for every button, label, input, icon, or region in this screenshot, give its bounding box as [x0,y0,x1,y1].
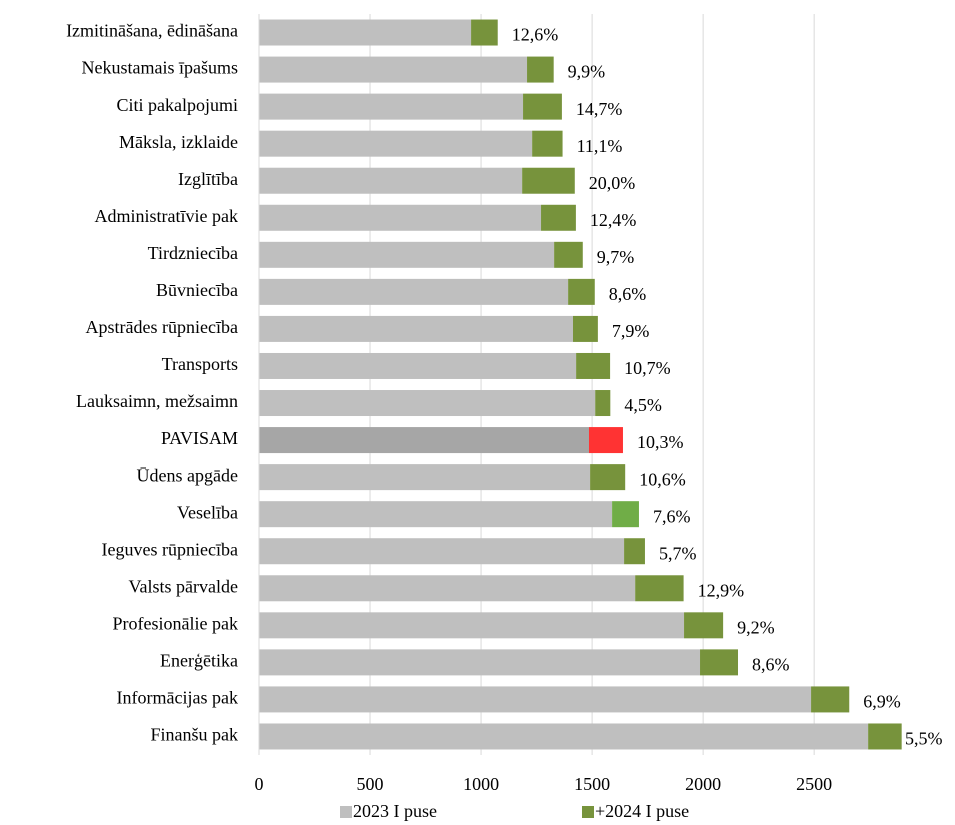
legend-label: +2024 I puse [595,801,689,821]
y-tick-label: Tirdzniecība [148,243,238,263]
data-label: 10,6% [639,469,686,489]
bar-segment [259,612,685,639]
data-label: 12,9% [698,580,745,600]
bar-segment [522,167,575,194]
x-tick-label: 2000 [685,774,721,794]
data-label: 10,7% [624,358,671,378]
y-tick-label: Citi pakalpojumi [117,95,239,115]
data-label: 7,9% [612,321,650,341]
data-label: 5,5% [905,729,943,749]
y-tick-label: Māksla, izklaide [119,132,238,152]
bar-segment [541,204,576,231]
y-tick-label: Ieguves rūpniecība [102,539,238,559]
bar-segment [868,723,902,750]
data-label: 9,9% [568,62,606,82]
bar-segment [259,538,625,565]
bar-segment [573,315,598,342]
legend-swatch [340,806,352,818]
y-tick-label: Būvniecība [156,280,238,300]
bar-segment [259,130,533,157]
data-label: 9,2% [737,617,775,637]
bar-segment [523,93,562,120]
data-label: 8,6% [752,655,790,675]
y-tick-label: Finanšu pak [151,725,239,745]
y-tick-label: Profesionālie pak [113,613,238,633]
x-tick-label: 1500 [574,774,610,794]
y-tick-label: Administratīvie pak [95,206,238,226]
data-label: 20,0% [589,173,636,193]
y-tick-label: Transports [162,354,238,374]
y-tick-label: PAVISAM [161,428,238,448]
data-label: 12,6% [512,25,558,45]
y-tick-label: Ūdens apgāde [137,465,238,485]
bar-segment [259,723,869,750]
bar-segment [259,649,701,676]
data-label: 10,3% [637,432,684,452]
bar-segment [576,352,611,379]
bar-segment [471,19,498,46]
y-tick-label: Informācijas pak [117,688,238,708]
bar-segment [259,390,596,417]
bar-segment [259,315,574,342]
legend-swatch [582,806,594,818]
bar-segment [259,93,524,120]
data-label: 8,6% [609,284,647,304]
bar-segment [259,167,523,194]
bar-segment [259,352,577,379]
bar-segment [588,427,623,454]
data-label: 14,7% [576,99,623,119]
bar-segment [595,390,611,417]
x-tick-label: 500 [357,774,384,794]
y-tick-label: Apstrādes rūpniecība [86,317,238,337]
bar-segment [612,501,639,528]
y-tick-label: Valsts pārvalde [129,576,238,596]
bar-segment [259,501,613,528]
y-tick-label: Veselība [177,502,238,522]
bar-segment [259,464,591,491]
data-label: 5,7% [659,543,697,563]
y-tick-label: Nekustamais īpašums [82,58,238,78]
bar-segment [259,427,589,454]
bar-segment [568,278,595,305]
bar-segment [259,686,812,713]
x-tick-label: 0 [255,774,264,794]
data-label: 9,7% [597,247,635,267]
bar-segment [259,575,636,602]
bar-segment [259,56,528,83]
bar-segment [554,241,583,268]
data-label: 7,6% [653,506,691,526]
bar-segment [635,575,684,602]
bar-segment [259,241,555,268]
bar-segment [700,649,739,676]
bar-segment [624,538,645,565]
y-tick-label: Izmitināšana, ēdināšana [66,21,238,41]
data-label: 11,1% [577,136,623,156]
bar-segment [684,612,724,639]
bar-segment [259,19,472,46]
bar-segment [532,130,563,157]
y-tick-label: Enerģētika [160,651,238,671]
x-tick-label: 2500 [796,774,832,794]
legend-label: 2023 I puse [353,801,437,821]
y-tick-label: Izglītība [178,169,238,189]
bar-segment [590,464,626,491]
x-tick-label: 1000 [463,774,499,794]
y-tick-label: Lauksaimn, mežsaimn [76,391,238,411]
bar-segment [811,686,850,713]
data-label: 4,5% [624,395,662,415]
data-label: 6,9% [863,692,901,712]
bar-segment [259,204,542,231]
bar-segment [527,56,554,83]
bar-segment [259,278,569,305]
data-label: 12,4% [590,210,637,230]
